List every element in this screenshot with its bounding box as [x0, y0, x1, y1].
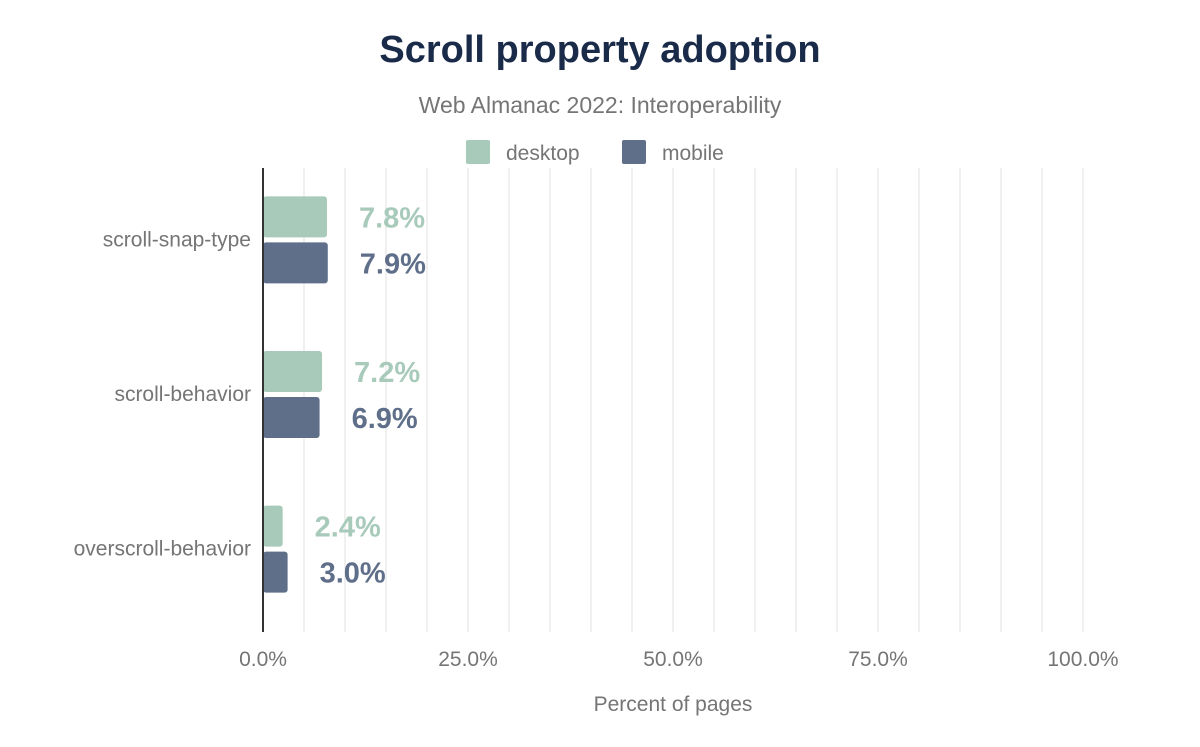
bar-desktop	[263, 351, 323, 392]
bars: 7.8% 7.9% 7.2% 6.9% 2.4% 3.0%	[263, 196, 426, 593]
x-tick-label: 100.0%	[1047, 648, 1118, 671]
bar-desktop	[263, 505, 283, 547]
chart-title: Scroll property adoption	[379, 29, 820, 71]
legend: desktop mobile	[466, 140, 724, 165]
y-axis-labels: scroll-snap-type scroll-behavior overscrol…	[74, 228, 251, 560]
data-label-mobile: 7.9%	[360, 248, 426, 280]
y-tick-label: overscroll-behavior	[74, 538, 251, 561]
legend-swatch-mobile	[622, 140, 646, 164]
y-tick-label: scroll-snap-type	[103, 228, 251, 251]
x-axis-title: Percent of pages	[594, 693, 753, 716]
data-label-desktop: 7.8%	[359, 202, 425, 234]
data-label-desktop: 7.2%	[354, 357, 420, 389]
bar-desktop	[263, 196, 327, 238]
bar-mobile	[263, 551, 288, 593]
y-tick-label: scroll-behavior	[114, 383, 251, 406]
x-tick-label: 50.0%	[643, 648, 703, 671]
x-tick-label: 75.0%	[848, 648, 908, 671]
bar-mobile	[263, 242, 328, 284]
bar-mobile	[263, 397, 320, 438]
data-label-mobile: 3.0%	[320, 558, 386, 590]
x-tick-label: 25.0%	[438, 648, 498, 671]
data-label-desktop: 2.4%	[315, 512, 381, 544]
gridlines	[303, 168, 1084, 632]
x-tick-label: 0.0%	[239, 648, 287, 671]
chart-subtitle: Web Almanac 2022: Interoperability	[419, 92, 782, 118]
legend-swatch-desktop	[466, 140, 490, 164]
legend-label-mobile: mobile	[662, 142, 724, 165]
legend-label-desktop: desktop	[506, 142, 580, 165]
x-axis-ticks: 0.0% 25.0% 50.0% 75.0% 100.0%	[239, 648, 1119, 671]
data-label-mobile: 6.9%	[352, 403, 418, 435]
